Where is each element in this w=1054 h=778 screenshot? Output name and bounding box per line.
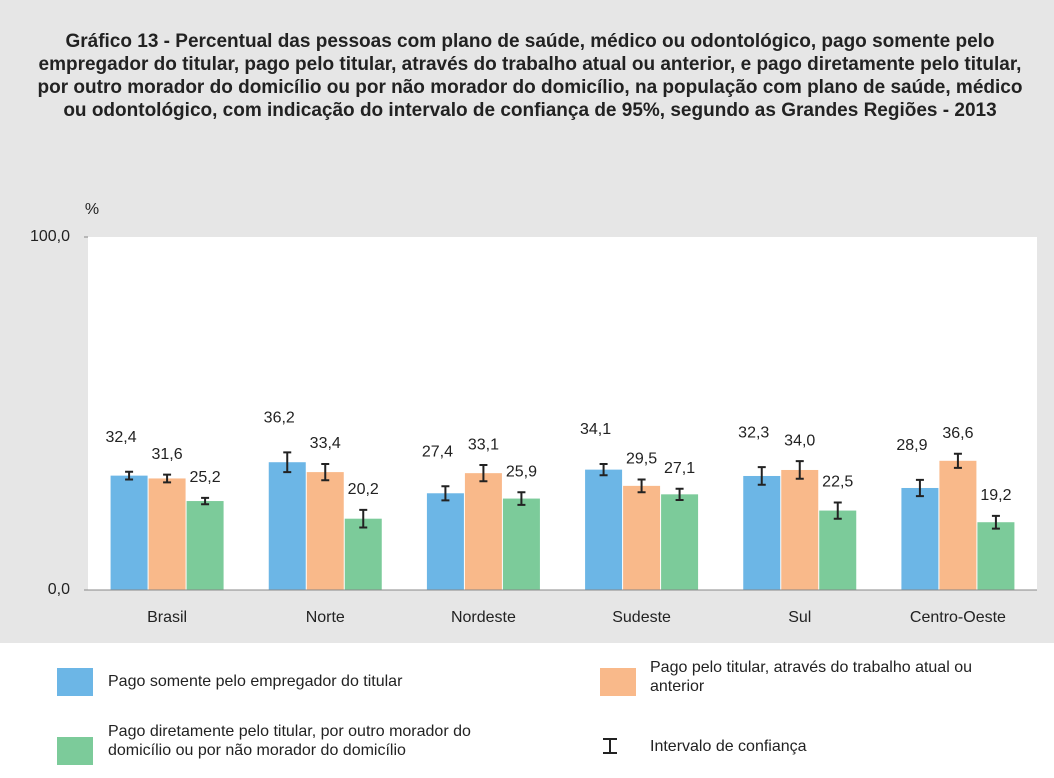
y-tick-label: 0,0	[48, 581, 70, 598]
legend-swatch	[57, 668, 93, 696]
data-label: 27,1	[664, 460, 695, 477]
legend-label: Pago diretamente pelo titular, por outro…	[108, 723, 471, 759]
data-label: 32,3	[738, 424, 769, 441]
bar	[623, 485, 661, 590]
bar	[344, 518, 382, 590]
legend-swatch	[57, 737, 93, 765]
data-label: 28,9	[896, 437, 927, 454]
bar	[186, 501, 224, 590]
bar	[110, 475, 148, 590]
x-tick-label: Brasil	[147, 609, 187, 626]
y-axis-label: %	[85, 201, 99, 218]
bar	[819, 510, 857, 590]
plot-area	[88, 237, 1037, 590]
error-bar	[795, 460, 804, 480]
x-tick-label: Nordeste	[451, 609, 516, 626]
error-bar	[599, 462, 608, 477]
data-label: 34,1	[580, 421, 611, 438]
data-label: 31,6	[152, 446, 183, 463]
error-bar	[517, 491, 526, 506]
x-tick-label: Norte	[306, 609, 345, 626]
error-bar	[833, 501, 842, 520]
data-label: 25,9	[506, 463, 537, 480]
bar	[464, 473, 502, 590]
bar	[306, 472, 344, 590]
error-bar	[479, 464, 488, 483]
bar	[781, 469, 819, 590]
error-bar	[915, 478, 924, 498]
bar	[977, 522, 1015, 590]
legend-label: Intervalo de confiança	[650, 738, 807, 755]
data-label: 20,2	[348, 481, 379, 498]
error-bar	[163, 473, 172, 484]
data-label: 36,6	[942, 425, 973, 442]
bar	[426, 493, 464, 590]
error-bar	[441, 485, 450, 502]
bar	[268, 462, 306, 590]
legend-label: Pago pelo titular, através do trabalho a…	[650, 659, 972, 695]
bar	[901, 487, 939, 590]
data-label: 27,4	[422, 443, 453, 460]
legend-error-symbol	[603, 738, 617, 754]
error-bar	[359, 508, 368, 529]
error-bar	[757, 466, 766, 486]
bar	[502, 498, 540, 590]
data-label: 36,2	[264, 410, 295, 427]
data-label: 22,5	[822, 474, 853, 491]
bar	[585, 469, 623, 590]
data-label: 32,4	[106, 429, 137, 446]
error-bar	[125, 470, 134, 481]
error-bar	[283, 451, 292, 474]
data-label: 34,0	[784, 432, 815, 449]
data-label: 33,1	[468, 436, 499, 453]
error-bar	[991, 514, 1000, 530]
y-tick-label: 100,0	[30, 228, 70, 245]
error-bar	[321, 462, 330, 482]
error-bar	[953, 452, 962, 469]
data-label: 33,4	[310, 435, 341, 452]
data-label: 19,2	[980, 487, 1011, 504]
legend-label: Pago somente pelo empregador do titular	[108, 673, 403, 690]
chart: % 0,0 100,0 Brasil 32,4 31,6 25,2 Norte 36,2 33,…	[30, 201, 1037, 626]
data-label: 29,5	[626, 451, 657, 468]
bar	[661, 494, 699, 590]
bar	[148, 478, 186, 590]
bar	[743, 475, 781, 590]
data-label: 25,2	[190, 469, 221, 486]
legend-swatch	[600, 668, 636, 696]
bar	[939, 460, 977, 590]
error-bar	[637, 478, 646, 494]
x-tick-label: Sudeste	[612, 609, 671, 626]
error-bar	[201, 496, 210, 506]
x-tick-label: Centro-Oeste	[910, 609, 1006, 626]
error-bar	[675, 487, 684, 501]
x-tick-label: Sul	[788, 609, 811, 626]
chart-title: Gráfico 13 - Percentual das pessoas com …	[37, 31, 1023, 121]
